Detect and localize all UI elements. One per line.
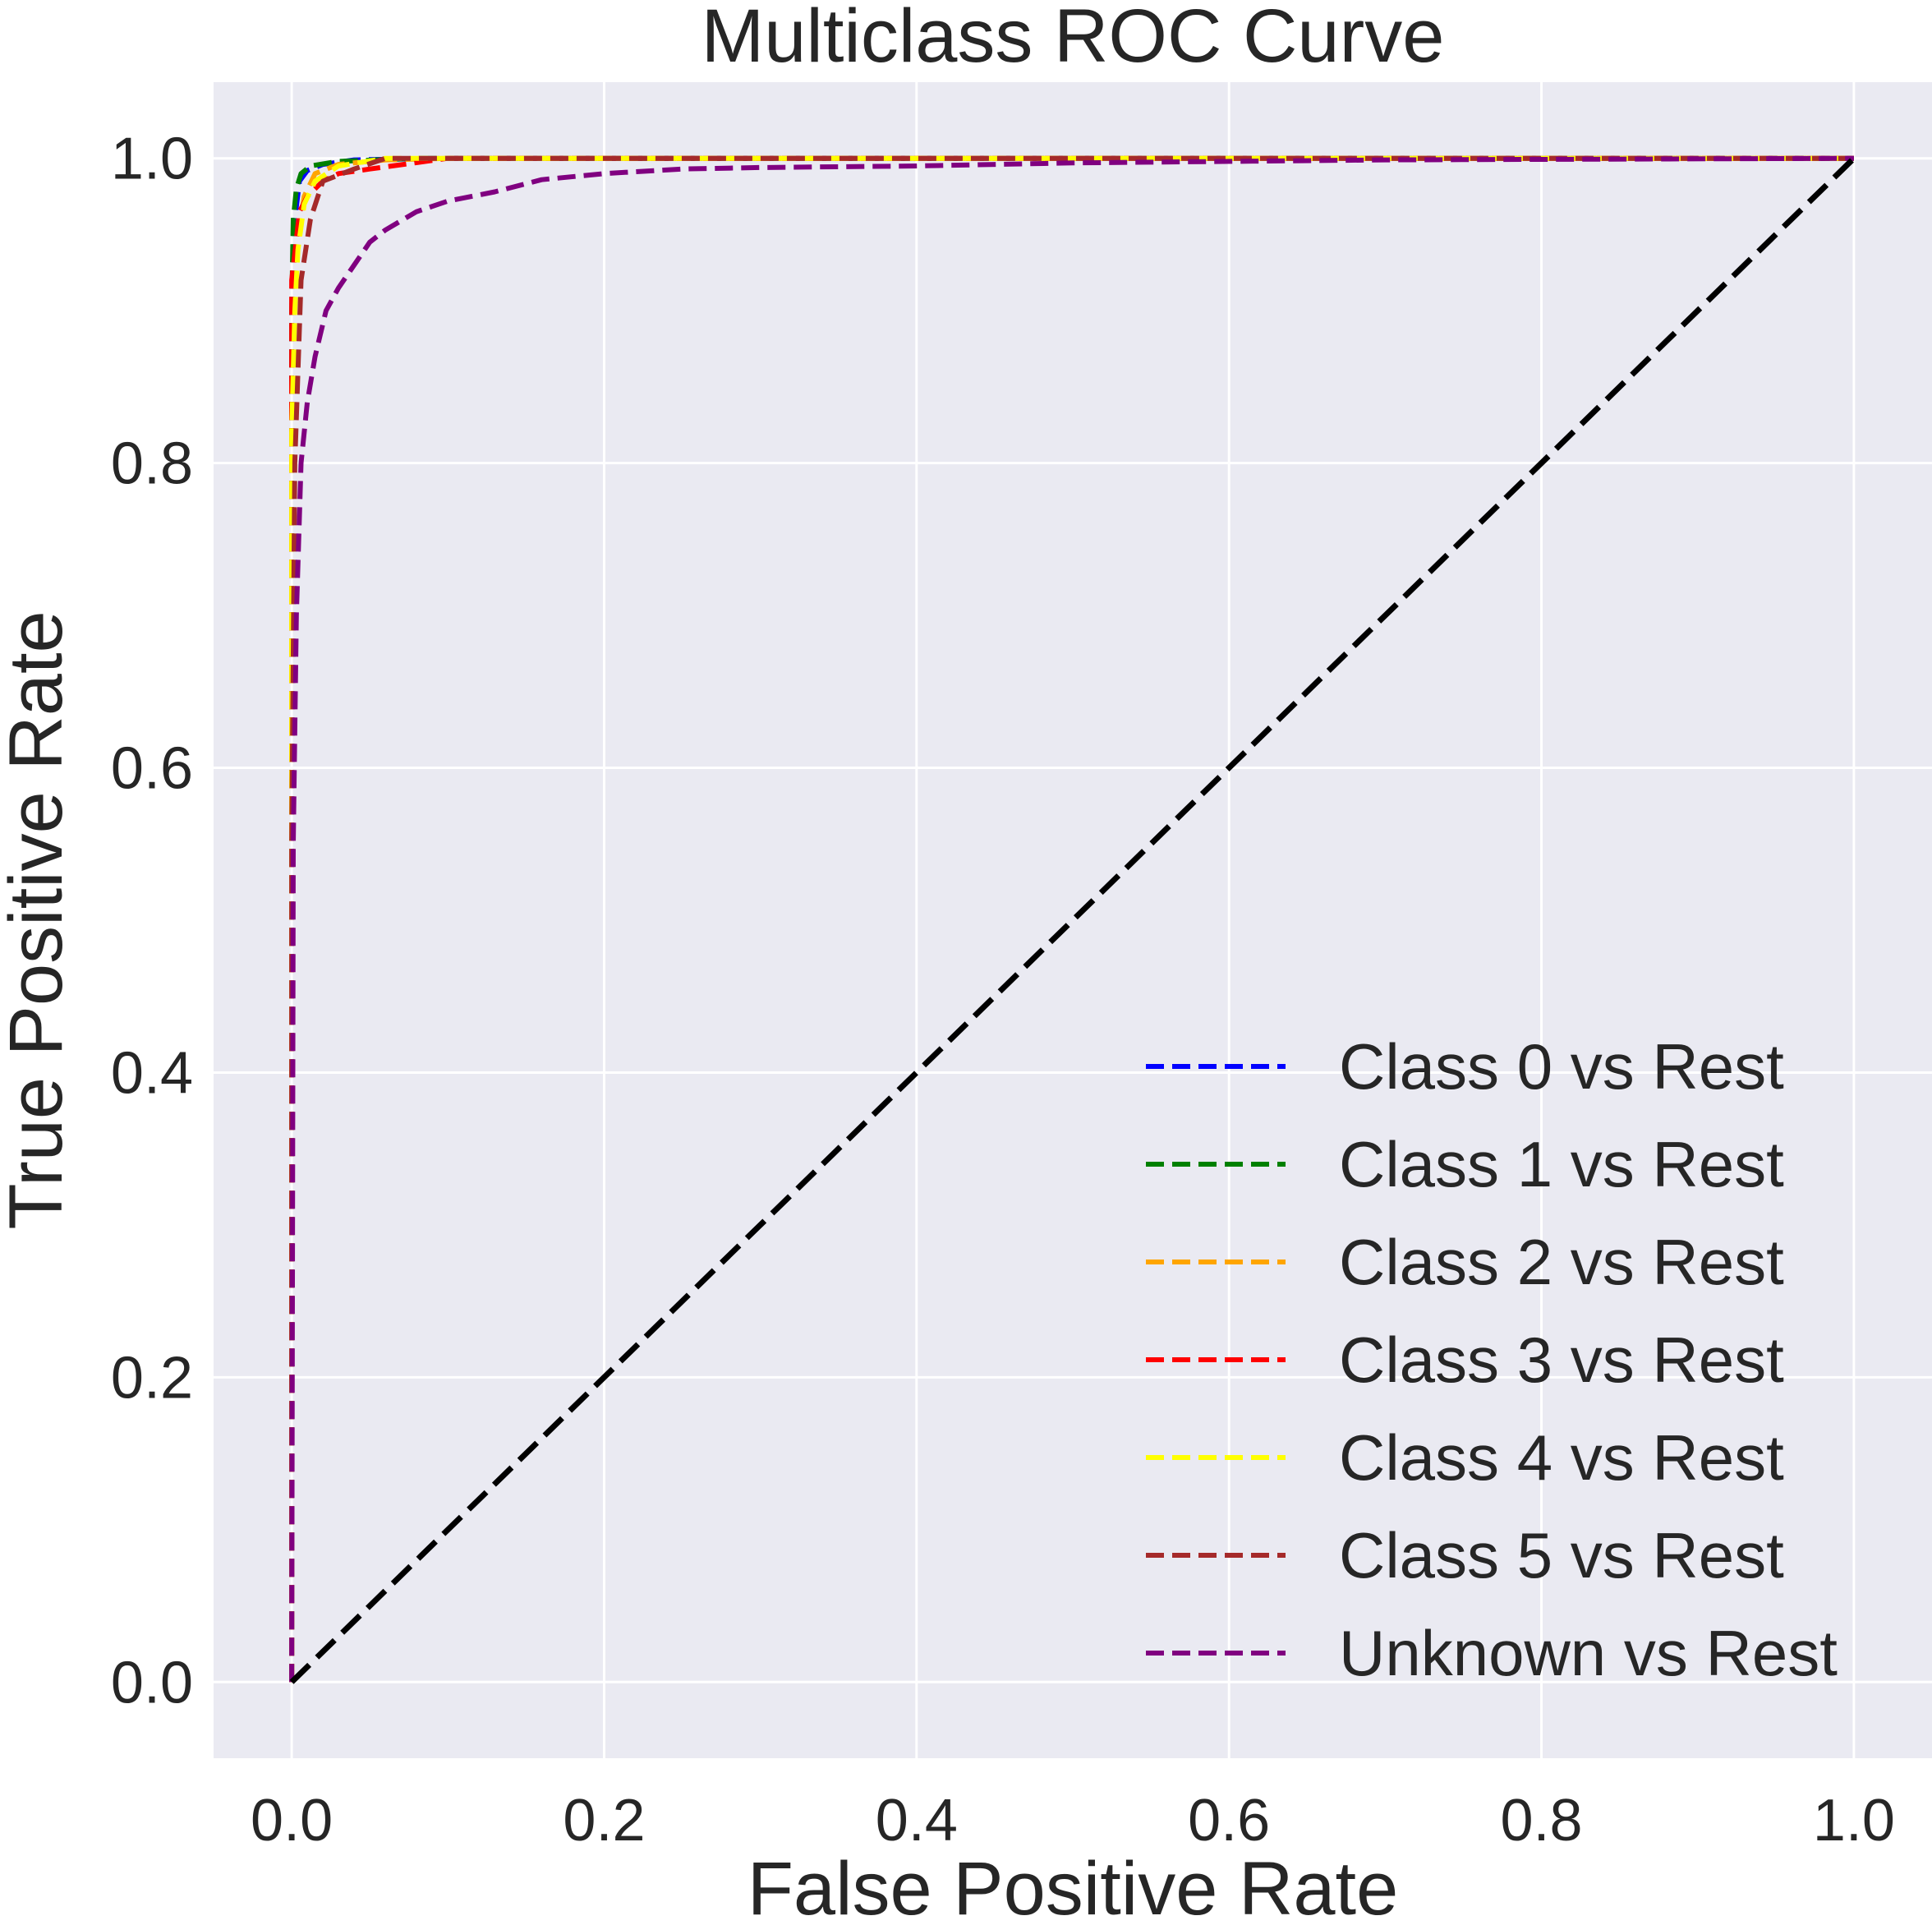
legend-label-5: Class 5 vs Rest — [1339, 1519, 1784, 1591]
x-tick-label-1: 0.2 — [563, 1788, 645, 1854]
x-tick-label-5: 1.0 — [1813, 1788, 1895, 1854]
series-line-class-4-vs-rest — [289, 155, 1854, 1683]
grid-lines — [214, 82, 1932, 1758]
x-tick-label-0: 0.0 — [251, 1788, 333, 1854]
chart-title: Multiclass ROC Curve — [702, 0, 1445, 78]
legend-label-0: Class 0 vs Rest — [1339, 1030, 1784, 1103]
y-tick-label-3: 0.6 — [111, 736, 193, 802]
x-axis-title: False Positive Rate — [748, 1847, 1399, 1921]
legend-label-3: Class 3 vs Rest — [1339, 1324, 1784, 1396]
x-tick-label-3: 0.6 — [1188, 1788, 1270, 1854]
y-tick-label-5: 1.0 — [111, 127, 193, 192]
y-tick-label-1: 0.2 — [111, 1345, 193, 1411]
x-tick-label-2: 0.4 — [876, 1788, 958, 1854]
legend-label-4: Class 4 vs Rest — [1339, 1421, 1784, 1494]
y-tick-label-0: 0.0 — [111, 1650, 193, 1715]
tick-labels: 0.0 0.2 0.4 0.6 0.8 1.0 0.0 0.2 0.4 0.6 0.8 1.0 — [111, 127, 1895, 1854]
legend-label-1: Class 1 vs Rest — [1339, 1128, 1784, 1200]
legend-label-2: Class 2 vs Rest — [1339, 1226, 1784, 1298]
y-axis-title: True Positive Rate — [0, 610, 78, 1229]
x-tick-label-4: 0.8 — [1500, 1788, 1582, 1854]
series-line-class-5-vs-rest — [289, 155, 1854, 1683]
y-tick-label-2: 0.4 — [111, 1040, 193, 1106]
series-line-unknown-vs-rest — [289, 155, 1854, 1683]
legend: Class 0 vs Rest Class 1 vs Rest Class 2 vs… — [1146, 1030, 1838, 1689]
reference-diagonal-line — [289, 156, 1856, 1684]
series-lines — [289, 155, 1856, 1684]
y-tick-label-4: 0.8 — [111, 431, 193, 497]
legend-label-6: Unknown vs Rest — [1339, 1617, 1838, 1689]
